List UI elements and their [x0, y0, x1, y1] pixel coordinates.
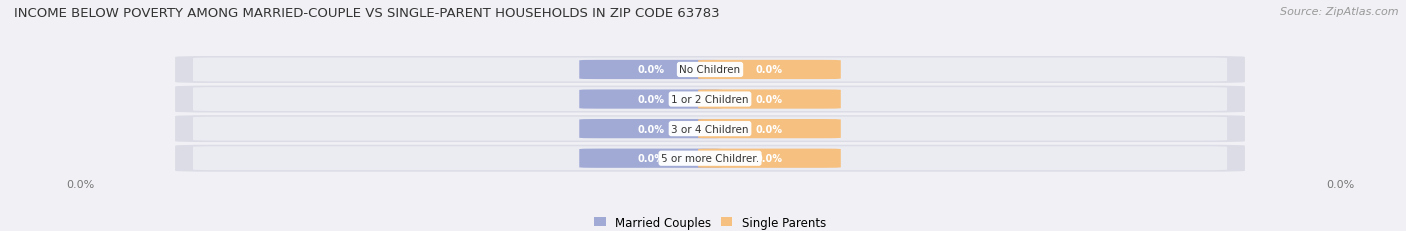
Text: 1 or 2 Children: 1 or 2 Children [671, 95, 749, 105]
Text: 0.0%: 0.0% [756, 65, 783, 75]
FancyBboxPatch shape [579, 61, 721, 80]
FancyBboxPatch shape [176, 57, 1244, 84]
FancyBboxPatch shape [579, 90, 721, 109]
FancyBboxPatch shape [699, 149, 841, 168]
FancyBboxPatch shape [699, 61, 841, 80]
FancyBboxPatch shape [193, 147, 1227, 170]
FancyBboxPatch shape [699, 90, 841, 109]
Text: 0.0%: 0.0% [637, 95, 664, 105]
FancyBboxPatch shape [579, 149, 721, 168]
FancyBboxPatch shape [176, 145, 1244, 172]
FancyBboxPatch shape [579, 119, 721, 139]
Text: 0.0%: 0.0% [756, 154, 783, 164]
Text: No Children: No Children [679, 65, 741, 75]
FancyBboxPatch shape [193, 58, 1227, 82]
Text: 3 or 4 Children: 3 or 4 Children [671, 124, 749, 134]
Legend: Married Couples, Single Parents: Married Couples, Single Parents [593, 216, 827, 229]
Text: 0.0%: 0.0% [756, 95, 783, 105]
FancyBboxPatch shape [699, 119, 841, 139]
FancyBboxPatch shape [176, 116, 1244, 143]
Text: 0.0%: 0.0% [637, 154, 664, 164]
FancyBboxPatch shape [193, 88, 1227, 112]
Text: INCOME BELOW POVERTY AMONG MARRIED-COUPLE VS SINGLE-PARENT HOUSEHOLDS IN ZIP COD: INCOME BELOW POVERTY AMONG MARRIED-COUPL… [14, 7, 720, 20]
Text: 0.0%: 0.0% [637, 65, 664, 75]
FancyBboxPatch shape [176, 86, 1244, 113]
Text: 0.0%: 0.0% [637, 124, 664, 134]
Text: Source: ZipAtlas.com: Source: ZipAtlas.com [1281, 7, 1399, 17]
FancyBboxPatch shape [193, 117, 1227, 141]
Text: 0.0%: 0.0% [756, 124, 783, 134]
Text: 5 or more Children: 5 or more Children [661, 154, 759, 164]
